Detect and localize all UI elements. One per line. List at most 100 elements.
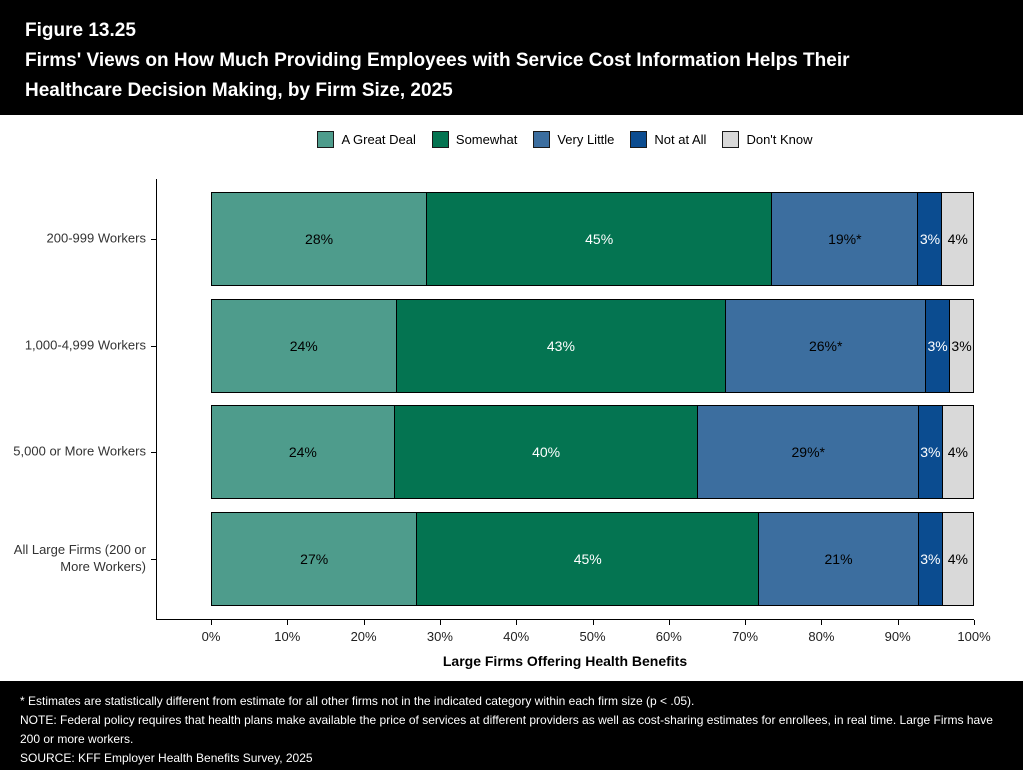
legend-item: Don't Know	[722, 131, 813, 148]
x-axis-tick-mark	[668, 620, 670, 625]
footnote-note: NOTE: Federal policy requires that healt…	[20, 712, 993, 746]
x-axis-tick-label: 70%	[732, 629, 759, 644]
x-axis-tick-label: 10%	[274, 629, 301, 644]
x-axis-tick-label: 20%	[350, 629, 377, 644]
plot-panel: 200-999 Workers 28% 45% 19%* 3% 4% 1,000-4,999…	[13, 179, 974, 620]
bar-segment: 28%	[212, 192, 428, 285]
x-axis-tick-mark	[897, 620, 899, 625]
bar-segment-label: 4%	[947, 230, 968, 247]
y-axis-tick	[151, 238, 157, 240]
y-axis-label: 200-999 Workers	[46, 230, 146, 246]
stacked-bar: 24% 43% 26%* 3% 3%	[211, 298, 974, 393]
x-axis-tick-mark	[592, 620, 594, 625]
legend-item: Very Little	[533, 131, 614, 148]
bar-segment-label: 4%	[947, 444, 968, 461]
chart-title-line1: Firms' Views on How Much Providing Emplo…	[25, 50, 850, 71]
bar-segment-label: 3%	[920, 551, 941, 568]
bar-segment: 29%*	[698, 406, 920, 499]
y-axis-label: 1,000-4,999 Workers	[24, 337, 146, 353]
legend: A Great Deal Somewhat Very Little Not at Al…	[156, 131, 974, 148]
bar-segment: 27%	[212, 513, 418, 606]
x-axis-tick-mark	[745, 620, 747, 625]
bar-row: 1,000-4,999 Workers 24% 43% 26%* 3% 3%	[25, 298, 974, 393]
bar-segment: 4%	[942, 192, 973, 285]
bar-segment-label: 45%	[573, 551, 602, 568]
chart-area: A Great Deal Somewhat Very Little Not at Al…	[0, 115, 1023, 681]
bar-segment: 40%	[394, 406, 699, 499]
legend-label: Not at All	[654, 132, 707, 147]
y-axis-tick	[151, 452, 157, 454]
x-axis-ticks: 0% 10% 20% 30% 40% 50% 60% 70% 80% 90% 100%	[157, 620, 991, 650]
bar-segment-label: 26%*	[808, 337, 843, 354]
x-axis-tick-mark	[439, 620, 441, 625]
bars-area: 200-999 Workers 28% 45% 19%* 3% 4% 1,000-4,999…	[13, 179, 974, 619]
bar-segment: 19%*	[772, 192, 919, 285]
x-axis-tick-mark	[516, 620, 518, 625]
bar-segment-label: 19%*	[828, 230, 862, 247]
y-axis-label: 5,000 or More Workers	[13, 443, 146, 459]
stacked-bar: 24% 40% 29%* 3% 4%	[211, 405, 974, 500]
x-axis-tick-mark	[821, 620, 823, 625]
bar-segment-label: 21%	[824, 551, 853, 568]
bar-segment-label: 24%	[289, 337, 318, 354]
x-axis-title: Large Firms Offering Health Benefits	[442, 653, 688, 669]
y-axis-label: All Large Firms (200 or More Workers)	[13, 542, 146, 575]
bar-segment-label: 27%	[300, 551, 329, 568]
bar-segment: 3%	[950, 299, 973, 392]
bar-segment: 21%	[759, 513, 920, 606]
x-axis-tick-mark	[211, 620, 212, 625]
bar-segment-label: 43%	[546, 337, 575, 354]
x-axis-tick-label: 100%	[957, 629, 991, 644]
y-axis-tick	[151, 345, 157, 347]
bar-segment-label: 3%	[920, 444, 941, 461]
bar-row: 200-999 Workers 28% 45% 19%* 3% 4%	[47, 191, 974, 286]
bar-segment: 3%	[919, 513, 943, 606]
x-axis-tick-label: 50%	[579, 629, 606, 644]
bar-row: 5,000 or More Workers 24% 40% 29%* 3% 4%	[13, 405, 974, 500]
stacked-bar: 28% 45% 19%* 3% 4%	[211, 191, 974, 286]
footnote-source: SOURCE: KFF Employer Health Benefits Sur…	[20, 750, 313, 765]
legend-label: Somewhat	[455, 132, 518, 147]
bar-segment: 4%	[942, 406, 973, 499]
bar-segment: 26%*	[726, 299, 927, 392]
bar-segment-label: 3%	[919, 230, 941, 247]
bar-segment-label: 29%*	[791, 444, 825, 461]
legend-swatch	[533, 131, 551, 148]
legend-swatch	[630, 131, 648, 148]
x-axis-tick-label: 90%	[884, 629, 911, 644]
bar-segment-label: 45%	[585, 230, 614, 247]
bar-segment: 45%	[417, 513, 760, 606]
x-axis-tick-mark	[363, 620, 365, 625]
footnotes-block: * Estimates are statistically different …	[0, 681, 1023, 770]
x-axis-tick-label: 30%	[426, 629, 453, 644]
bar-row: All Large Firms (200 or More Workers) 27%…	[14, 512, 974, 607]
bar-segment-label: 28%	[305, 230, 334, 247]
chart-title-line2: Healthcare Decision Making, by Firm Size…	[25, 80, 453, 101]
bar-segment: 24%	[212, 406, 395, 499]
x-axis-tick-label: 60%	[655, 629, 682, 644]
x-axis-tick-mark	[287, 620, 289, 625]
bar-segment-label: 40%	[532, 444, 561, 461]
bar-segment: 4%	[942, 513, 973, 606]
x-axis-tick-label: 40%	[503, 629, 530, 644]
y-axis-tick	[151, 559, 157, 561]
x-axis-tick-label: 0%	[201, 629, 221, 644]
bar-segment: 3%	[926, 299, 951, 392]
legend-item: Not at All	[630, 131, 706, 148]
x-axis-tick-label: 80%	[808, 629, 835, 644]
legend-label: Don't Know	[746, 132, 813, 147]
bar-segment-label: 24%	[288, 444, 317, 461]
legend-item: A Great Deal	[317, 131, 416, 148]
bar-segment: 3%	[918, 192, 943, 285]
legend-swatch	[317, 131, 335, 148]
bar-segment: 3%	[919, 406, 943, 499]
legend-swatch	[722, 131, 740, 148]
bar-segment: 45%	[427, 192, 773, 285]
bar-segment: 43%	[396, 299, 727, 392]
legend-label: A Great Deal	[341, 132, 416, 147]
legend-item: Somewhat	[431, 131, 518, 148]
bar-segment: 24%	[212, 299, 397, 392]
bar-segment-label: 3%	[927, 337, 948, 354]
footnote-significance: * Estimates are statistically different …	[20, 694, 695, 708]
